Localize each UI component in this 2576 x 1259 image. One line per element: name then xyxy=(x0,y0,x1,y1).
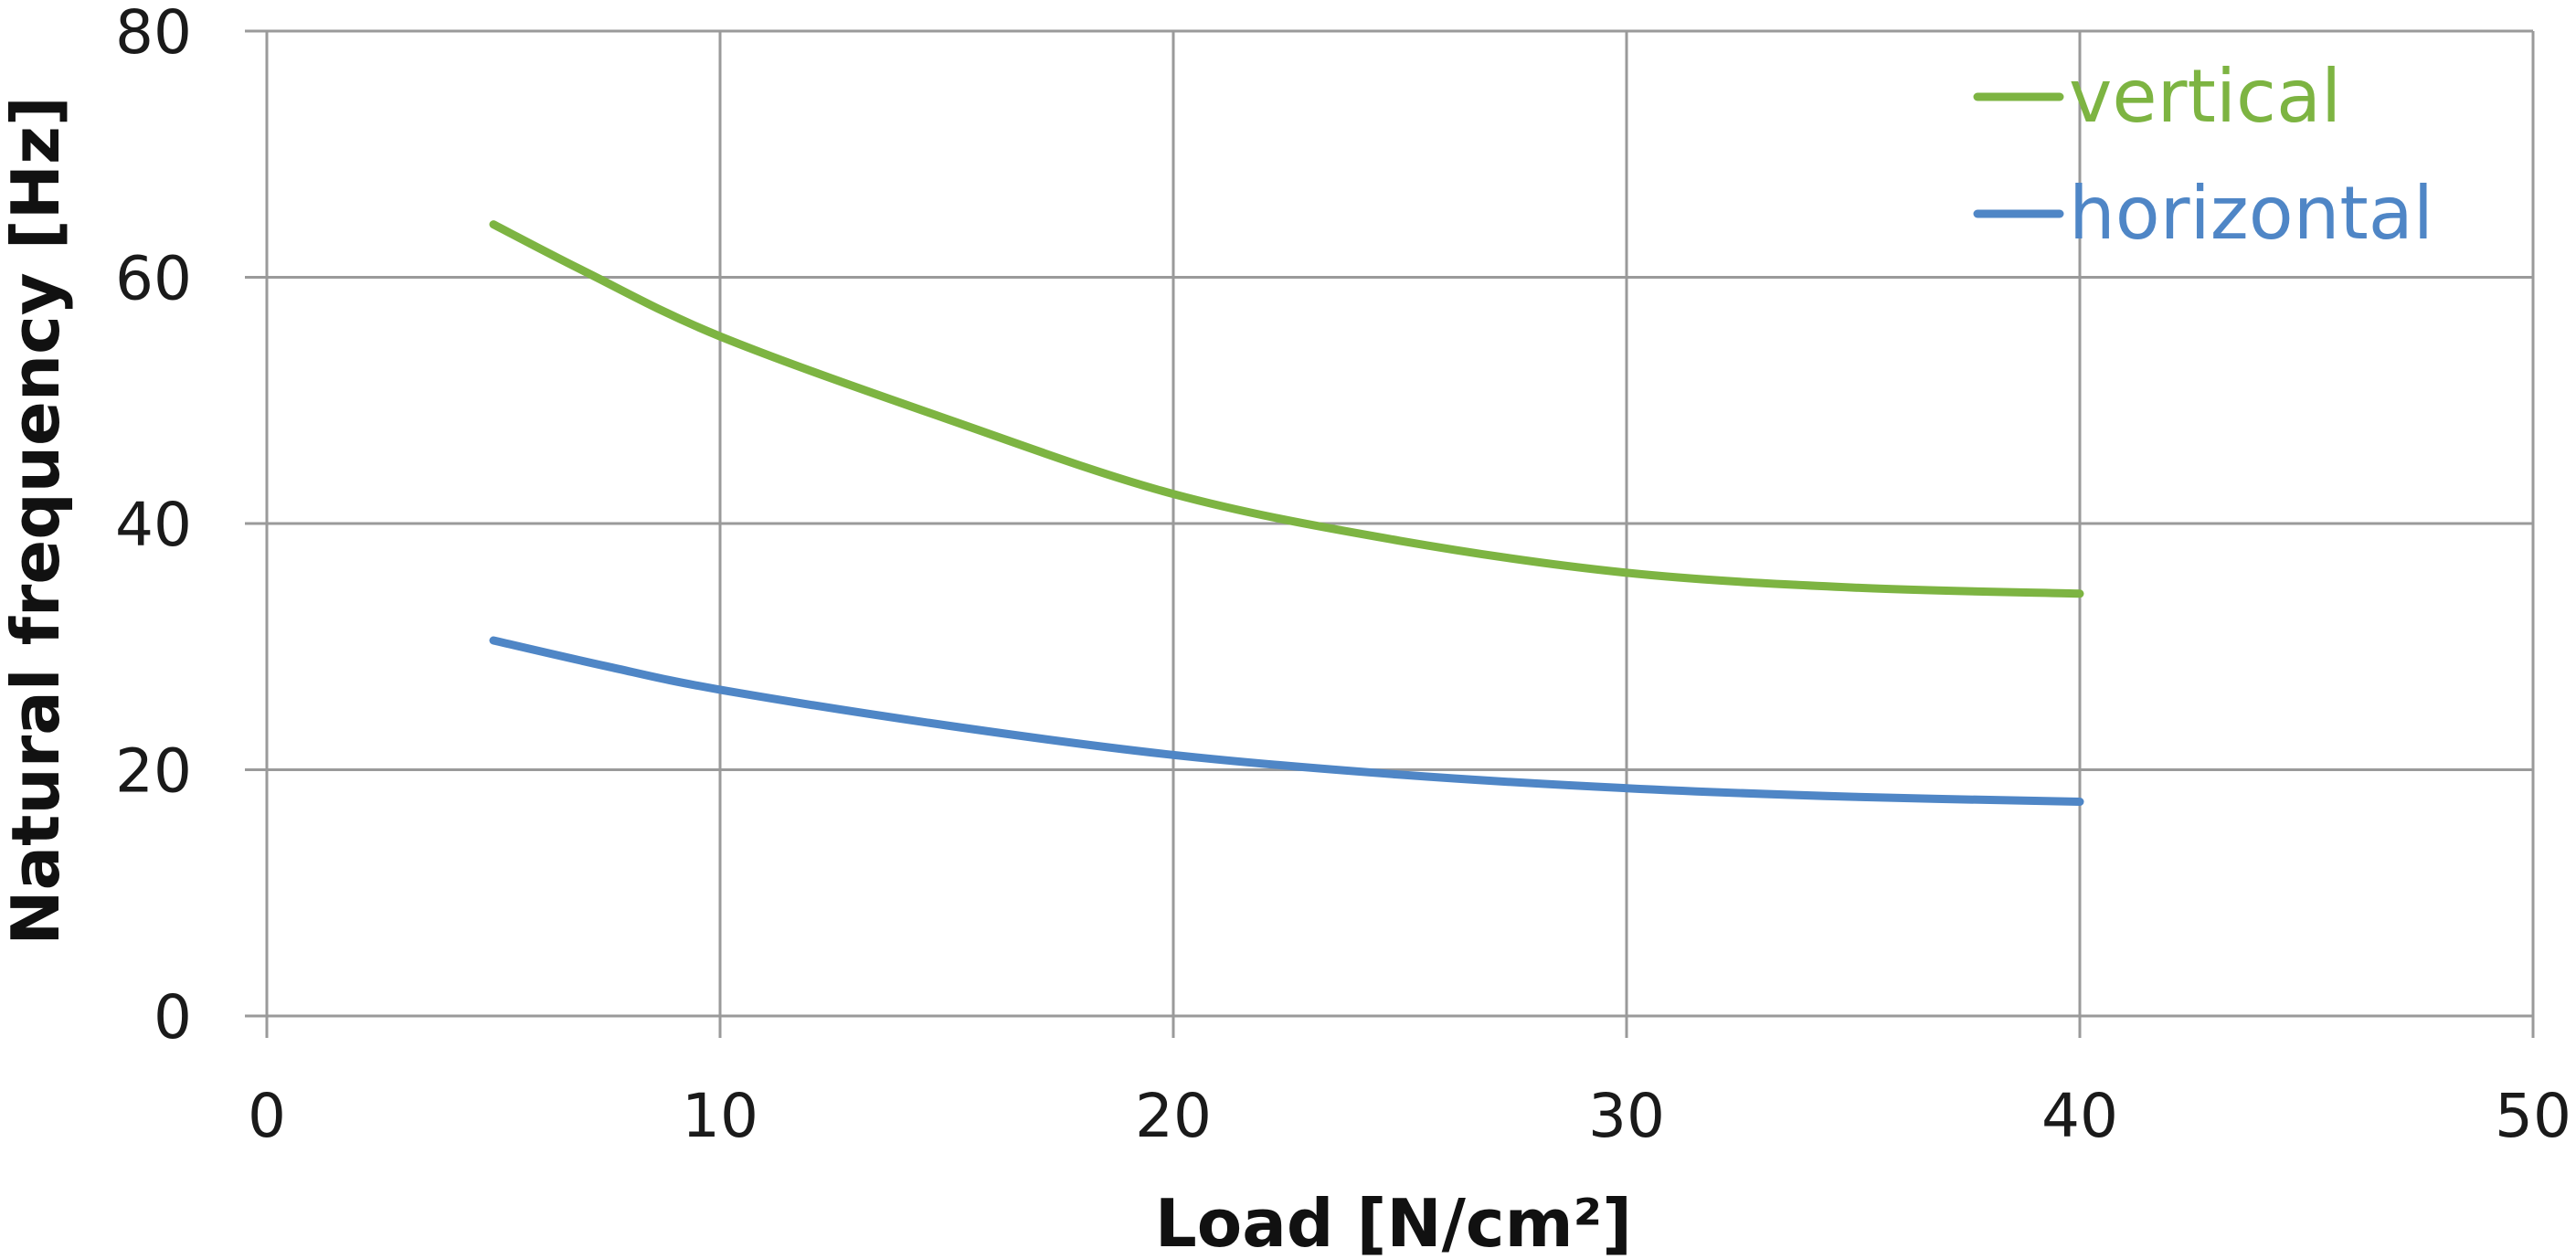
x-tick-label: 0 xyxy=(248,1081,286,1151)
grid xyxy=(245,29,2535,1038)
x-tick-label: 30 xyxy=(1588,1081,1665,1151)
x-tick-label: 10 xyxy=(682,1081,758,1151)
x-tick-label: 20 xyxy=(1135,1081,1212,1151)
legend-label-horizontal: horizontal xyxy=(2069,171,2433,256)
series-line-horizontal xyxy=(489,636,2084,806)
series-lines xyxy=(489,220,2084,806)
x-axis-title: Load [N/cm²] xyxy=(1155,1185,1632,1259)
legend-label-vertical: vertical xyxy=(2069,54,2341,139)
tick-labels: 0 20 40 60 80 0 10 20 30 40 50 xyxy=(115,0,2571,1151)
y-tick-label: 0 xyxy=(154,982,192,1053)
y-tick-label: 60 xyxy=(115,244,192,314)
legend: vertical horizontal xyxy=(1973,54,2433,256)
y-axis-title: Natural frequency [Hz] xyxy=(0,96,74,946)
series-line-vertical xyxy=(489,220,2084,598)
y-tick-label: 80 xyxy=(115,0,192,68)
y-tick-label: 20 xyxy=(115,736,192,807)
y-tick-label: 40 xyxy=(115,490,192,560)
x-tick-label: 40 xyxy=(2041,1081,2118,1151)
x-tick-label: 50 xyxy=(2495,1081,2571,1151)
